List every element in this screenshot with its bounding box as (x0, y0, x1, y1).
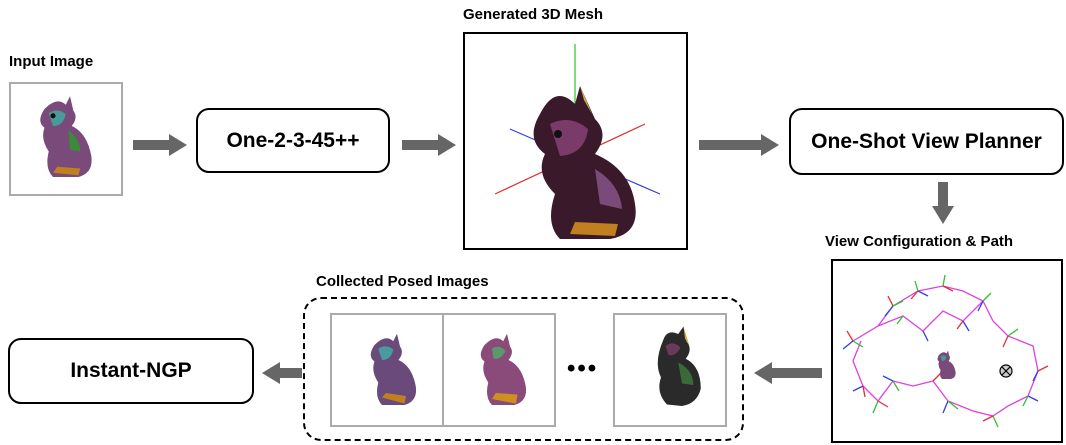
arrow-config-to-collected (754, 362, 822, 384)
view-config-frame (831, 259, 1063, 443)
arrow-mesh-to-planner (699, 134, 779, 156)
arrow-one2345-to-mesh (402, 134, 456, 156)
ellipsis: ••• (567, 355, 599, 382)
view-config-label: View Configuration & Path (825, 233, 1014, 250)
arrow-planner-to-config (932, 182, 954, 224)
collected-images-label: Collected Posed Images (316, 273, 489, 290)
mesh-render (494, 44, 661, 239)
arrow-input-to-one2345 (133, 134, 187, 156)
input-image-label: Input Image (9, 53, 94, 70)
instant-ngp-box: Instant-NGP (8, 338, 254, 404)
dog-thumbnail (40, 96, 92, 177)
posed-image-1 (330, 313, 444, 427)
camera-path-plot (842, 274, 1049, 428)
generated-mesh-frame (463, 32, 688, 250)
view-planner-box: One-Shot View Planner (789, 108, 1064, 175)
collected-images-group: ••• (303, 297, 744, 441)
posed-image-2 (442, 313, 556, 427)
one2345-box: One-2-3-45++ (196, 108, 390, 173)
generated-mesh-label: Generated 3D Mesh (463, 6, 604, 23)
input-image-frame (9, 82, 123, 196)
arrow-collected-to-ngp (262, 362, 302, 384)
posed-image-n (613, 313, 727, 427)
